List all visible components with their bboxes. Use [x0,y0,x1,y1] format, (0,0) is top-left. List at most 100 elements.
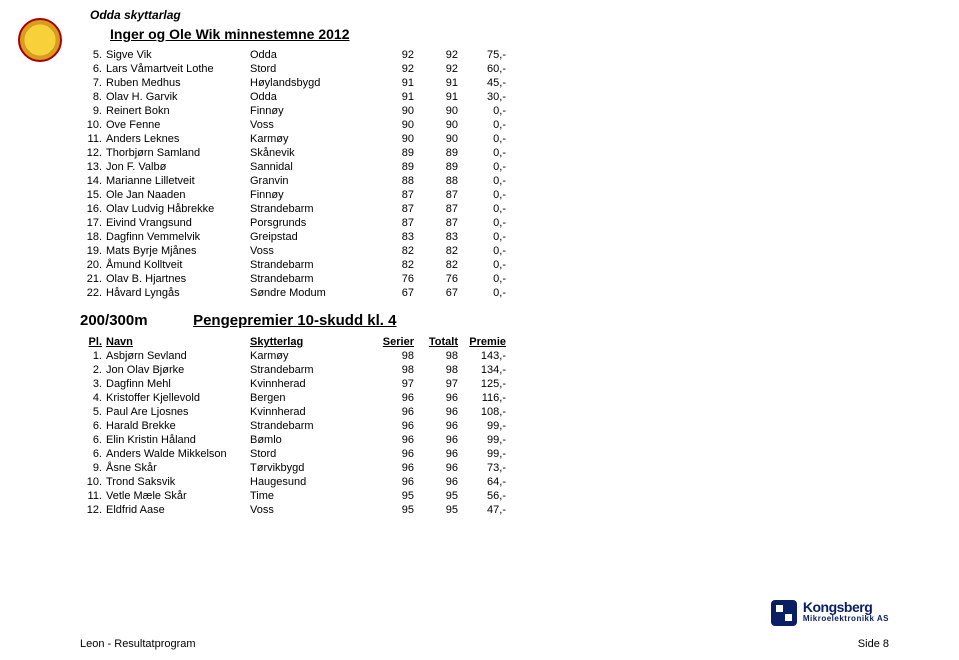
cell-prem: 0,- [458,244,506,258]
cell-tot: 90 [414,118,458,132]
cell-s1: 92 [370,48,414,62]
footer-right: Side 8 [858,638,889,650]
cell-rank: 6. [80,447,102,461]
cell-s1: 96 [370,475,414,489]
cell-tot: 96 [414,447,458,461]
cell-s1: 89 [370,146,414,160]
cell-rank: 4. [80,391,102,405]
cell-prem: 73,- [458,461,506,475]
cell-s1: 96 [370,461,414,475]
cell-prem: 0,- [458,216,506,230]
cell-prem: 108,- [458,405,506,419]
cell-prem: 0,- [458,230,506,244]
cell-s1: 88 [370,174,414,188]
cell-rank: 1. [80,349,102,363]
cell-rank: 22. [80,286,102,300]
table-row: 10.Trond SaksvikHaugesund969664,- [80,475,889,489]
cell-prem: 134,- [458,363,506,377]
cell-name: Jon F. Valbø [102,160,250,174]
cell-prem: 0,- [458,146,506,160]
cell-prem: 30,- [458,90,506,104]
table-row: 1.Asbjørn SevlandKarmøy9898143,- [80,349,889,363]
table-row: 12.Eldfrid AaseVoss959547,- [80,503,889,517]
cell-prem: 0,- [458,272,506,286]
cell-tot: 92 [414,48,458,62]
cell-club: Høylandsbygd [250,76,370,90]
cell-name: Thorbjørn Samland [102,146,250,160]
table-row: 5.Paul Are LjosnesKvinnherad9696108,- [80,405,889,419]
table-row: 14.Marianne LilletveitGranvin88880,- [80,174,889,188]
cell-rank: 5. [80,405,102,419]
cell-s1: 95 [370,503,414,517]
cell-club: Strandebarm [250,419,370,433]
cell-tot: 95 [414,489,458,503]
cell-club: Tørvikbygd [250,461,370,475]
cell-prem: 99,- [458,419,506,433]
cell-prem: 60,- [458,62,506,76]
cell-prem: 0,- [458,160,506,174]
cell-tot: 87 [414,216,458,230]
cell-name: Dagfinn Mehl [102,377,250,391]
cell-name: Ove Fenne [102,118,250,132]
sponsor-sub: Mikroelektronikk AS [803,613,889,624]
col-rank: Pl. [80,335,102,349]
cell-name: Paul Are Ljosnes [102,405,250,419]
cell-rank: 6. [80,62,102,76]
cell-tot: 83 [414,230,458,244]
cell-s1: 87 [370,216,414,230]
col-serier: Serier [370,335,414,349]
table-row: 6.Anders Walde MikkelsonStord969699,- [80,447,889,461]
cell-s1: 83 [370,230,414,244]
cell-tot: 87 [414,188,458,202]
cell-club: Kvinnherad [250,405,370,419]
table-row: 13.Jon F. ValbøSannidal89890,- [80,160,889,174]
cell-prem: 0,- [458,188,506,202]
cell-rank: 7. [80,76,102,90]
cell-prem: 64,- [458,475,506,489]
cell-tot: 97 [414,377,458,391]
cell-prem: 0,- [458,132,506,146]
cell-rank: 14. [80,174,102,188]
cell-s1: 89 [370,160,414,174]
cell-s1: 96 [370,419,414,433]
cell-prem: 56,- [458,489,506,503]
cell-tot: 90 [414,104,458,118]
cell-rank: 8. [80,90,102,104]
cell-tot: 67 [414,286,458,300]
page-title: Inger og Ole Wik minnestemne 2012 [110,26,350,42]
cell-name: Åsne Skår [102,461,250,475]
cell-name: Kristoffer Kjellevold [102,391,250,405]
cell-tot: 89 [414,160,458,174]
cell-rank: 11. [80,132,102,146]
cell-s1: 97 [370,377,414,391]
cell-name: Asbjørn Sevland [102,349,250,363]
cell-name: Mats Byrje Mjånes [102,244,250,258]
cell-tot: 82 [414,258,458,272]
cell-rank: 19. [80,244,102,258]
cell-name: Harald Brekke [102,419,250,433]
cell-prem: 143,- [458,349,506,363]
cell-prem: 116,- [458,391,506,405]
cell-tot: 95 [414,503,458,517]
cell-club: Karmøy [250,132,370,146]
cell-name: Ruben Medhus [102,76,250,90]
cell-rank: 3. [80,377,102,391]
table-row: 8.Olav H. GarvikOdda919130,- [80,90,889,104]
cell-tot: 96 [414,461,458,475]
cell-rank: 12. [80,146,102,160]
cell-rank: 9. [80,461,102,475]
cell-rank: 10. [80,118,102,132]
cell-club: Odda [250,90,370,104]
table-row: 22.Håvard LyngåsSøndre Modum67670,- [80,286,889,300]
cell-rank: 16. [80,202,102,216]
cell-name: Eldfrid Aase [102,503,250,517]
cell-rank: 6. [80,419,102,433]
cell-prem: 0,- [458,104,506,118]
table-row: 3.Dagfinn MehlKvinnherad9797125,- [80,377,889,391]
cell-prem: 99,- [458,447,506,461]
table-row: 21.Olav B. HjartnesStrandebarm76760,- [80,272,889,286]
table-row: 5.Sigve VikOdda929275,- [80,48,889,62]
cell-club: Kvinnherad [250,377,370,391]
cell-name: Eivind Vrangsund [102,216,250,230]
cell-rank: 9. [80,104,102,118]
